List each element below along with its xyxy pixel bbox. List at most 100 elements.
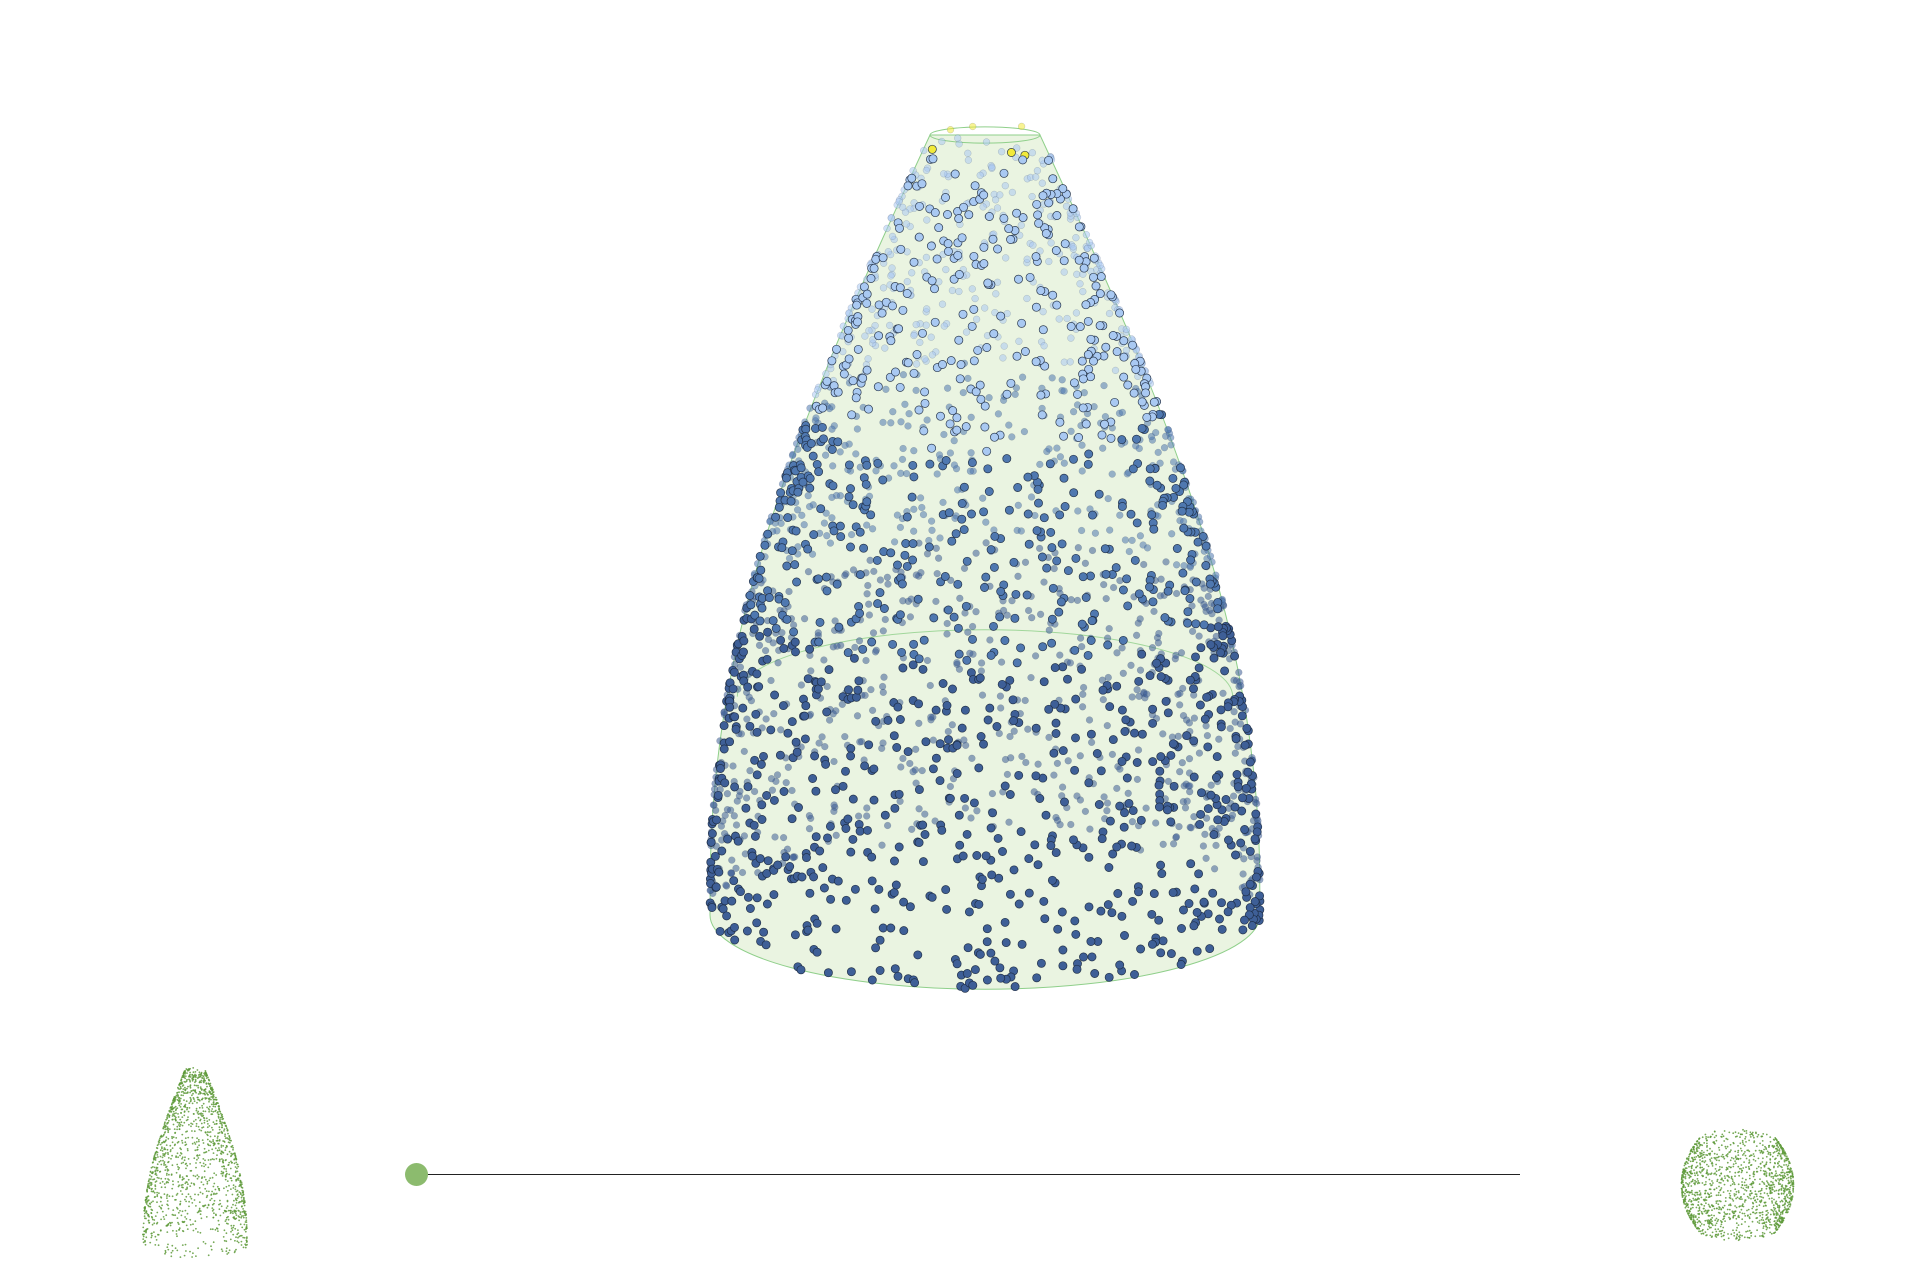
slider-knob[interactable] xyxy=(405,1163,428,1186)
point-cloud-point xyxy=(847,410,857,420)
point-cloud-point xyxy=(773,771,782,779)
point-cloud-point xyxy=(954,810,964,820)
start-thumbnail-point xyxy=(211,1089,214,1091)
end-thumbnail-point xyxy=(1787,1164,1790,1167)
point-cloud-point xyxy=(1075,322,1085,332)
point-cloud-point xyxy=(969,304,979,314)
point-cloud-point xyxy=(818,403,828,413)
point-cloud-point xyxy=(819,883,829,893)
start-thumbnail-point xyxy=(208,1110,210,1113)
end-thumbnail-point xyxy=(1747,1185,1750,1188)
start-thumbnail-point xyxy=(158,1192,160,1194)
point-cloud-point xyxy=(923,550,932,558)
end-thumbnail-point xyxy=(1785,1177,1788,1180)
point-cloud-point xyxy=(861,479,871,489)
point-cloud-point xyxy=(846,847,856,857)
end-thumbnail-point xyxy=(1696,1165,1699,1167)
start-thumbnail-point xyxy=(188,1205,190,1208)
end-thumbnail-point xyxy=(1741,1181,1743,1183)
point-cloud-point xyxy=(782,561,792,571)
point-cloud-point xyxy=(1079,690,1087,698)
point-cloud-point xyxy=(1154,448,1162,456)
start-thumbnail-point xyxy=(244,1243,247,1246)
start-thumbnail-point xyxy=(154,1169,157,1172)
start-thumbnail-point xyxy=(183,1114,186,1117)
point-cloud-point xyxy=(1058,945,1068,955)
point-cloud-point xyxy=(1029,241,1037,249)
end-thumbnail-point xyxy=(1765,1214,1768,1216)
point-cloud-point xyxy=(1090,969,1100,978)
start-thumbnail-point xyxy=(175,1156,177,1159)
end-shape-thumbnail[interactable] xyxy=(1665,1125,1810,1255)
point-cloud-point xyxy=(872,555,882,565)
start-thumbnail-point xyxy=(181,1230,184,1232)
start-shape-thumbnail[interactable] xyxy=(120,1060,270,1265)
end-thumbnail-point xyxy=(1736,1196,1739,1199)
end-thumbnail-point xyxy=(1769,1153,1772,1156)
start-thumbnail-point xyxy=(177,1102,180,1105)
end-thumbnail-point xyxy=(1762,1227,1765,1229)
point-cloud-point xyxy=(1094,489,1104,499)
end-thumbnail-point xyxy=(1685,1182,1687,1184)
point-cloud-point xyxy=(1078,441,1086,449)
point-cloud-point xyxy=(934,223,944,233)
end-thumbnail-point xyxy=(1739,1147,1742,1150)
morph-slider[interactable] xyxy=(405,1160,1520,1190)
point-cloud-point xyxy=(855,570,865,580)
end-thumbnail-point xyxy=(1766,1192,1769,1195)
start-thumbnail-point xyxy=(212,1094,215,1096)
point-cloud-point xyxy=(1002,454,1012,464)
start-thumbnail-point xyxy=(237,1236,239,1239)
slider-track[interactable] xyxy=(417,1174,1520,1175)
point-cloud-point xyxy=(925,459,935,469)
point-cloud-point xyxy=(955,374,965,384)
point-cloud-point xyxy=(962,969,972,978)
point-cloud-point xyxy=(1081,559,1089,567)
point-cloud-point xyxy=(788,786,796,795)
start-thumbnail-point xyxy=(188,1102,191,1104)
point-cloud-point xyxy=(832,344,841,354)
point-cloud-point xyxy=(1048,374,1056,382)
point-cloud-point xyxy=(895,198,903,206)
start-thumbnail-point xyxy=(207,1123,209,1125)
point-cloud-point xyxy=(1056,597,1066,607)
start-thumbnail-point xyxy=(194,1071,197,1073)
point-cloud-point xyxy=(1237,682,1245,690)
point-cloud-point xyxy=(1236,838,1246,848)
start-thumbnail-point xyxy=(150,1190,153,1193)
end-thumbnail-point xyxy=(1756,1205,1758,1208)
point-cloud-point xyxy=(952,769,962,778)
start-thumbnail-point xyxy=(158,1205,161,1208)
point-cloud-point xyxy=(787,717,797,727)
point-cloud-point xyxy=(923,216,931,224)
start-thumbnail-point xyxy=(232,1212,234,1215)
start-thumbnail-point xyxy=(166,1246,169,1249)
point-cloud-point xyxy=(812,460,822,469)
point-cloud-point xyxy=(943,210,952,219)
point-cloud-point xyxy=(918,857,928,867)
point-cloud-point xyxy=(1048,290,1058,300)
point-cloud-point xyxy=(1037,610,1045,618)
point-cloud-point xyxy=(1216,705,1226,715)
start-thumbnail-point xyxy=(208,1190,210,1193)
start-thumbnail-point xyxy=(157,1143,160,1145)
point-cloud-point xyxy=(876,576,884,584)
start-thumbnail-point xyxy=(192,1076,194,1078)
point-cloud-point xyxy=(919,635,929,645)
end-thumbnail-point xyxy=(1786,1211,1789,1214)
start-thumbnail-point xyxy=(230,1152,233,1155)
start-thumbnail-point xyxy=(162,1153,164,1155)
end-thumbnail-point xyxy=(1787,1207,1790,1210)
start-thumbnail-point xyxy=(179,1176,181,1179)
start-thumbnail-point xyxy=(150,1208,153,1211)
start-thumbnail-point xyxy=(239,1234,242,1237)
start-thumbnail-point xyxy=(178,1128,181,1131)
end-thumbnail-point xyxy=(1745,1230,1747,1233)
point-cloud-point xyxy=(983,464,993,474)
point-cloud-point xyxy=(1117,435,1127,445)
point-cloud-point xyxy=(1176,768,1184,776)
point-cloud-point xyxy=(717,846,727,856)
point-cloud-point xyxy=(825,821,835,831)
point-cloud-point xyxy=(1078,403,1088,413)
